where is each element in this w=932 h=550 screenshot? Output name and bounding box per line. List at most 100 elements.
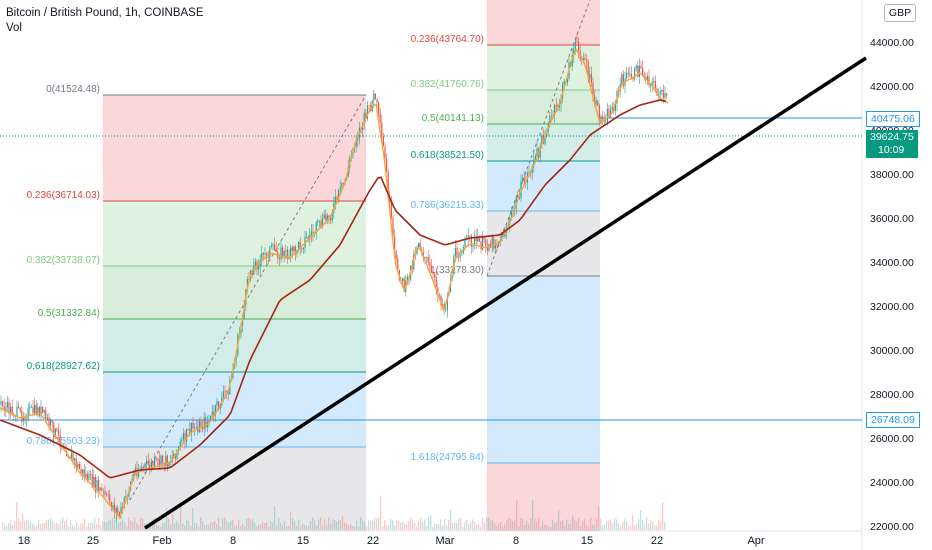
candle-body	[82, 469, 84, 474]
volume-bar	[382, 526, 384, 530]
volume-bar	[562, 520, 564, 530]
candle-body	[317, 220, 319, 223]
candle-body	[480, 241, 482, 250]
current-price: 39624.75	[870, 131, 914, 143]
candle-body	[125, 496, 127, 498]
candle-body	[536, 148, 538, 157]
price-tick-label: 28000.00	[870, 389, 914, 401]
candle-body	[366, 104, 368, 119]
candle-body	[610, 109, 612, 117]
candle-body	[424, 257, 426, 259]
candle-body	[94, 477, 96, 492]
candle-body	[118, 512, 120, 516]
volume-bar	[112, 518, 114, 530]
volume-bar	[460, 517, 462, 530]
candle-body	[182, 433, 184, 440]
price-tick-label: 24000.00	[870, 477, 914, 489]
candle-body	[200, 421, 202, 428]
symbol-title[interactable]: Bitcoin / British Pound, 1h, COINBASE	[6, 7, 204, 19]
candle-body	[555, 104, 557, 106]
candle-body	[90, 473, 92, 475]
volume-bar	[136, 523, 138, 530]
candle-body	[298, 241, 300, 251]
candle-body	[378, 102, 380, 114]
candle-body	[602, 116, 604, 118]
volume-bar	[284, 521, 286, 530]
volume-bar	[66, 519, 68, 530]
candle-body	[458, 257, 460, 259]
volume-bar	[222, 518, 224, 530]
candle-body	[482, 237, 484, 250]
volume-bar	[572, 515, 574, 530]
candle-body	[138, 470, 140, 477]
price-tick-label: 32000.00	[870, 301, 914, 313]
volume-bar	[376, 518, 378, 530]
volume-bar	[64, 521, 66, 530]
candle-body	[98, 480, 100, 491]
volume-bar	[262, 522, 264, 530]
candle-body	[563, 81, 565, 85]
candle-body	[331, 212, 333, 221]
volume-indicator-label[interactable]: Vol	[6, 22, 22, 34]
candle-body	[262, 252, 264, 254]
volume-bar	[22, 514, 24, 530]
volume-bar	[642, 519, 644, 530]
volume-bar	[324, 519, 326, 530]
volume-bar	[220, 526, 222, 530]
volume-bar	[470, 522, 472, 530]
time-tick-label: Mar	[436, 535, 455, 547]
candle-body	[435, 277, 437, 288]
candle-body	[326, 215, 328, 221]
price-axis[interactable]	[862, 0, 932, 550]
volume-bar	[348, 525, 350, 530]
bar-countdown: 10:09	[878, 144, 905, 156]
candle-body	[437, 287, 439, 297]
volume-bar	[258, 524, 260, 530]
trendline[interactable]	[144, 56, 867, 530]
candle-body	[605, 121, 607, 123]
volume-bar	[512, 520, 514, 530]
fib-level-label: 0.5(31332.84)	[38, 308, 100, 319]
candle-body	[589, 74, 591, 79]
candle-body	[574, 41, 576, 49]
candle-body	[14, 416, 16, 417]
volume-bar	[134, 517, 136, 530]
volume-bar	[108, 520, 110, 530]
volume-bar	[524, 524, 526, 530]
volume-bar	[538, 517, 540, 530]
volume-bar	[84, 519, 86, 530]
price-tick-label: 36000.00	[870, 213, 914, 225]
volume-bar	[530, 518, 532, 530]
volume-bar	[224, 517, 226, 530]
volume-bar	[546, 524, 548, 530]
volume-bar	[288, 526, 290, 530]
volume-bar	[90, 522, 92, 530]
volume-bar	[176, 520, 178, 530]
volume-bar	[24, 521, 26, 530]
volume-bar	[128, 517, 130, 530]
volume-bar	[62, 517, 64, 530]
volume-bar	[320, 517, 322, 530]
volume-bar	[430, 515, 432, 530]
volume-bar	[610, 519, 612, 530]
candle-body	[283, 250, 285, 257]
candle-body	[299, 241, 301, 249]
candle-body	[165, 455, 167, 466]
volume-bar	[356, 521, 358, 530]
candle-body	[147, 460, 149, 465]
candle-body	[512, 210, 514, 211]
candle-body	[38, 407, 40, 416]
candle-body	[59, 434, 61, 448]
volume-bar	[614, 517, 616, 530]
volume-bar	[426, 526, 428, 530]
volume-bar	[292, 518, 294, 530]
volume-bar	[308, 526, 310, 530]
candle-body	[261, 252, 263, 260]
volume-bar	[218, 517, 220, 530]
candle-body	[267, 257, 269, 259]
candle-body	[190, 422, 192, 435]
currency-button[interactable]: GBP	[884, 4, 916, 22]
fib-retracement-right[interactable]: 0.236(43764.70) 0.382(41760.76) 0.5(40141.…	[411, 0, 600, 531]
candle-body	[104, 491, 106, 496]
